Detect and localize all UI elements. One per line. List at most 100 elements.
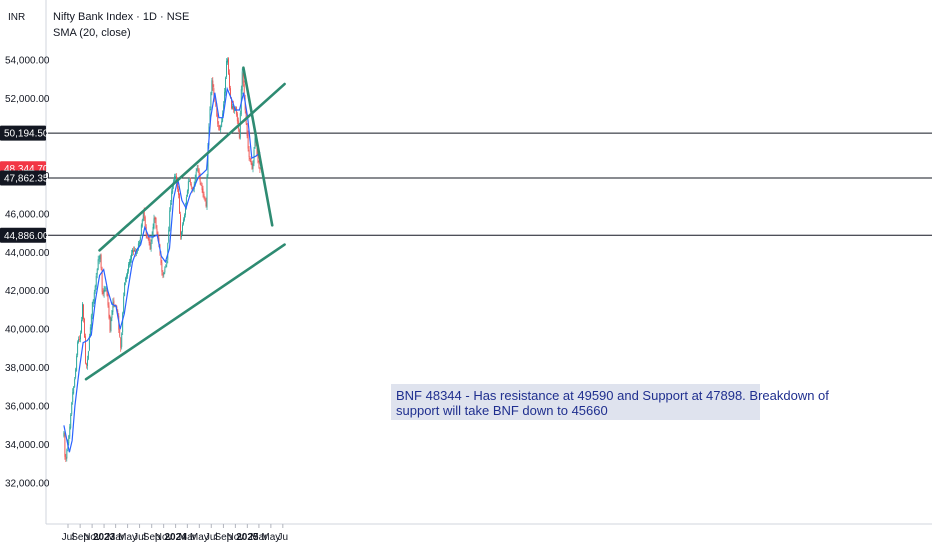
- candle: [108, 302, 110, 320]
- price-tick-label: 38,000.00: [5, 363, 50, 374]
- time-tick-label: Nov: [155, 532, 173, 543]
- annotation-line-2: support will take BNF down to 45660: [396, 403, 608, 418]
- candle: [107, 291, 109, 308]
- candle: [121, 332, 123, 350]
- candle: [65, 453, 67, 462]
- price-tick-label: 54,000.00: [5, 56, 50, 67]
- candle: [66, 448, 68, 462]
- candle: [169, 207, 171, 232]
- level-price-badge: 44,886.00: [0, 227, 49, 243]
- candle: [149, 238, 151, 250]
- indicator-title[interactable]: SMA (20, close): [53, 27, 131, 39]
- trendline[interactable]: [84, 243, 286, 381]
- price-tick-label: 32,000.00: [5, 479, 50, 490]
- candle: [75, 367, 77, 380]
- candle: [227, 57, 228, 65]
- candle: [152, 223, 154, 239]
- svg-text:48,344.70: 48,344.70: [4, 164, 49, 175]
- candle: [166, 260, 168, 268]
- candle: [236, 111, 238, 125]
- candle: [197, 164, 199, 173]
- candle: [102, 288, 104, 297]
- price-tick-label: 34,000.00: [5, 440, 50, 451]
- candle: [168, 226, 170, 244]
- candle: [72, 388, 74, 405]
- candle: [200, 181, 202, 186]
- candle: [85, 333, 86, 365]
- candle: [131, 249, 132, 263]
- time-tick-label: Sep: [215, 532, 233, 543]
- svg-text:50,194.50: 50,194.50: [4, 129, 49, 140]
- time-tick-label: Nov: [226, 532, 244, 543]
- time-tick-label: Jul: [205, 532, 218, 543]
- candle: [201, 182, 203, 193]
- time-tick-label: May: [190, 532, 209, 543]
- sma-line[interactable]: [63, 86, 261, 453]
- candle: [150, 239, 152, 252]
- candle: [154, 216, 156, 224]
- candle: [164, 266, 166, 275]
- candle: [82, 302, 83, 322]
- candle: [142, 211, 144, 222]
- candle: [84, 317, 85, 338]
- candle: [205, 197, 207, 208]
- candle: [100, 253, 102, 271]
- candle: [199, 172, 201, 185]
- level-price-badge: 50,194.50: [0, 125, 49, 141]
- candle: [184, 213, 185, 222]
- currency-label: INR: [8, 12, 25, 23]
- candle: [153, 214, 155, 230]
- symbol-title[interactable]: Nifty Bank Index · 1D · NSE: [53, 11, 189, 23]
- candle: [189, 177, 191, 186]
- candle: [123, 292, 125, 314]
- candle: [122, 311, 124, 335]
- candle: [155, 217, 157, 230]
- candle: [92, 299, 94, 308]
- trendline[interactable]: [242, 66, 274, 227]
- annotation-box[interactable]: BNF 48344 - Has resistance at 49590 and …: [391, 384, 829, 420]
- trendline[interactable]: [98, 82, 286, 252]
- time-tick-label: Ju: [278, 532, 289, 543]
- candle: [111, 310, 113, 322]
- candle: [97, 255, 99, 271]
- candle: [217, 112, 219, 127]
- candle: [77, 340, 79, 358]
- candle: [225, 76, 226, 97]
- price-tick-label: 44,000.00: [5, 248, 50, 259]
- candle: [258, 160, 260, 169]
- candle: [232, 103, 233, 110]
- candle: [182, 222, 183, 235]
- candle: [171, 188, 173, 205]
- candle: [228, 57, 229, 75]
- candle: [133, 246, 134, 256]
- candle: [104, 286, 106, 293]
- candle: [147, 236, 149, 241]
- candle: [78, 336, 79, 344]
- time-tick-label: Sep: [71, 532, 89, 543]
- candle: [105, 286, 107, 292]
- candle: [132, 248, 133, 256]
- candle: [235, 106, 237, 117]
- candle: [212, 77, 214, 91]
- candle: [112, 298, 114, 315]
- candle: [76, 353, 78, 372]
- candle: [248, 146, 250, 161]
- annotation-line-1: BNF 48344 - Has resistance at 49590 and …: [396, 388, 829, 403]
- time-tick-label: Mar: [250, 532, 268, 543]
- svg-text:44,886.00: 44,886.00: [4, 231, 49, 242]
- candle: [63, 431, 65, 438]
- candle: [96, 268, 98, 279]
- candle: [250, 158, 252, 166]
- time-tick-label: Sep: [143, 532, 161, 543]
- candle: [161, 259, 163, 276]
- candle: [211, 78, 213, 96]
- candle: [180, 211, 181, 240]
- time-tick-label: Nov: [83, 532, 101, 543]
- candle: [87, 355, 88, 370]
- candle: [202, 185, 204, 198]
- candle: [251, 161, 253, 170]
- level-price-badge: 47,862.35: [0, 170, 49, 186]
- svg-text:47,862.35: 47,862.35: [4, 174, 49, 185]
